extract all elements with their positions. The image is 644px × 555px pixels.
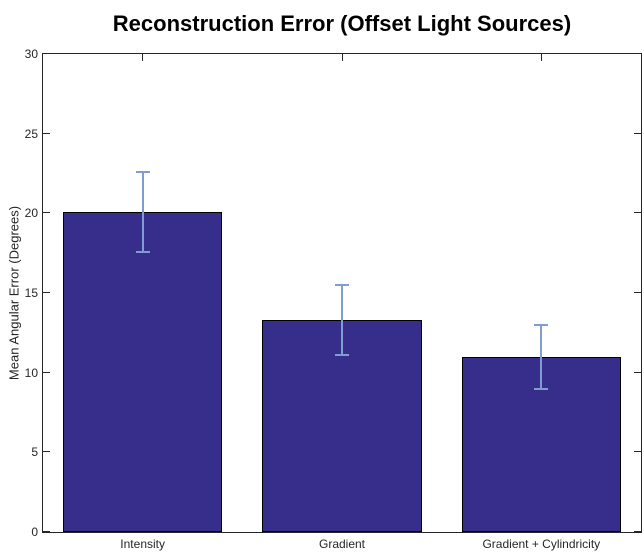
error-bar-line — [540, 324, 543, 389]
y-tick-mark-left — [43, 451, 50, 453]
y-tick-label: 30 — [24, 47, 38, 61]
bar — [62, 211, 223, 532]
error-bar-line — [141, 171, 144, 252]
x-tick-label: Gradient + Cylindricity — [482, 537, 601, 551]
error-bar-cap-top — [135, 170, 150, 173]
y-tick-mark-right — [634, 531, 641, 532]
y-tick-mark-right — [634, 292, 641, 293]
error-bar-cap-bottom — [534, 387, 549, 390]
error-bar-line — [341, 285, 343, 356]
error-bar-cap-top — [335, 284, 349, 287]
y-tick-label: 25 — [24, 126, 38, 141]
y-tick-mark-left — [43, 531, 50, 532]
y-tick-label: 20 — [24, 206, 38, 221]
y-tick-mark-left — [43, 292, 50, 293]
y-tick-mark-right — [634, 132, 641, 134]
x-tick-mark-top — [540, 54, 542, 61]
plot-area — [42, 53, 642, 533]
y-tick-mark-left — [43, 53, 50, 54]
y-tick-mark-right — [634, 451, 641, 453]
x-tick-mark-top — [142, 54, 144, 61]
y-tick-mark-right — [634, 53, 641, 54]
y-tick-label: 15 — [24, 286, 38, 300]
error-bar-cap-top — [534, 323, 549, 326]
y-tick-mark-right — [634, 212, 641, 214]
chart-title: Reconstruction Error (Offset Light Sourc… — [112, 11, 572, 36]
y-tick-mark-left — [43, 212, 50, 214]
y-tick-label: 0 — [31, 525, 38, 539]
x-tick-label: Intensity — [120, 537, 165, 551]
error-bar-cap-bottom — [135, 250, 150, 253]
x-tick-label: Gradient — [318, 537, 366, 551]
y-tick-label: 10 — [24, 365, 38, 380]
y-tick-mark-left — [43, 132, 50, 134]
x-tick-mark-top — [341, 54, 343, 61]
y-tick-mark-left — [43, 371, 50, 373]
error-bar-cap-bottom — [335, 354, 349, 357]
y-tick-mark-right — [634, 371, 641, 373]
y-tick-label: 5 — [31, 445, 38, 460]
